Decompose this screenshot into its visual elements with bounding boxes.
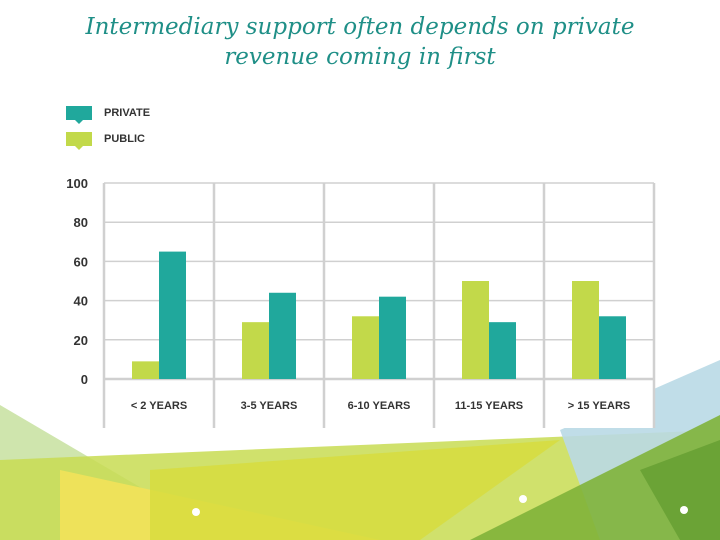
y-tick-label-2: 40	[74, 294, 88, 309]
x-tick-label-4: > 15 YEARS	[568, 400, 630, 412]
bar-public-2	[352, 316, 379, 379]
bar-private-2	[379, 296, 406, 379]
y-tick-label-4: 80	[74, 215, 88, 230]
bar-public-0	[132, 361, 159, 379]
x-tick-label-3: 11-15 YEARS	[455, 400, 523, 412]
title-line-1: Intermediary support often depends on pr…	[85, 14, 635, 40]
x-tick-label-0: < 2 YEARS	[131, 400, 187, 412]
page-title: Intermediary support often depends on pr…	[0, 12, 720, 72]
bar-public-4	[572, 281, 599, 379]
legend-item-public: PUBLIC	[66, 126, 150, 152]
y-tick-label-5: 100	[66, 176, 88, 191]
chart-legend: PRIVATE PUBLIC	[66, 100, 150, 152]
title-line-2: revenue coming in first	[224, 44, 496, 70]
legend-item-private: PRIVATE	[66, 100, 150, 126]
bar-private-4	[599, 316, 626, 379]
bar-public-1	[242, 322, 269, 379]
legend-label-public: PUBLIC	[104, 133, 145, 145]
x-tick-label-2: 6-10 YEARS	[348, 400, 411, 412]
y-tick-label-0: 0	[81, 372, 88, 387]
legend-label-private: PRIVATE	[104, 107, 151, 119]
y-tick-label-1: 20	[74, 333, 88, 348]
x-tick-label-1: 3-5 YEARS	[241, 400, 298, 412]
bar-public-3	[462, 281, 489, 379]
bar-private-0	[159, 251, 186, 379]
y-tick-label-3: 60	[74, 254, 88, 269]
bar-private-3	[489, 322, 516, 379]
legend-swatch-public	[66, 132, 92, 150]
bar-private-1	[269, 292, 296, 379]
legend-swatch-private	[66, 106, 92, 124]
